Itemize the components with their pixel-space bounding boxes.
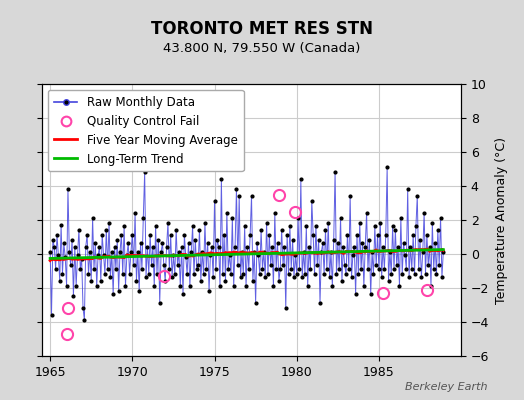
Legend: Raw Monthly Data, Quality Control Fail, Five Year Moving Average, Long-Term Tren: Raw Monthly Data, Quality Control Fail, …	[48, 90, 244, 172]
Y-axis label: Temperature Anomaly (°C): Temperature Anomaly (°C)	[495, 136, 508, 304]
Text: TORONTO MET RES STN: TORONTO MET RES STN	[151, 20, 373, 38]
Text: 43.800 N, 79.550 W (Canada): 43.800 N, 79.550 W (Canada)	[163, 42, 361, 55]
Text: Berkeley Earth: Berkeley Earth	[405, 382, 487, 392]
